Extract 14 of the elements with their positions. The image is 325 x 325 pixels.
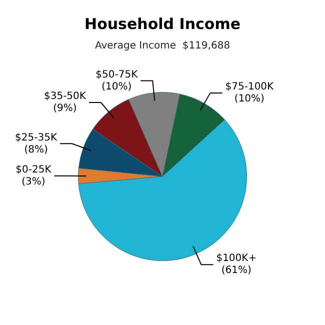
data-label: (61%) [221,265,252,276]
slice-label: $100K+ [216,253,257,264]
slice-label: $25-35K [15,132,58,144]
slice-label: $35-50K [44,91,86,102]
chart-title: Household Income [84,14,240,33]
slice-label: $50-75K [96,69,138,80]
data-label: (8%) [24,144,48,156]
slice-label: $75-100K [225,82,274,93]
data-label: (3%) [22,176,46,188]
data-label: (10%) [102,81,132,92]
data-label: (9%) [53,103,77,114]
slice-label: $0-25K [16,164,52,176]
data-label: (10%) [234,94,265,105]
chart-subtitle: Average Income $119,688 [94,40,230,52]
